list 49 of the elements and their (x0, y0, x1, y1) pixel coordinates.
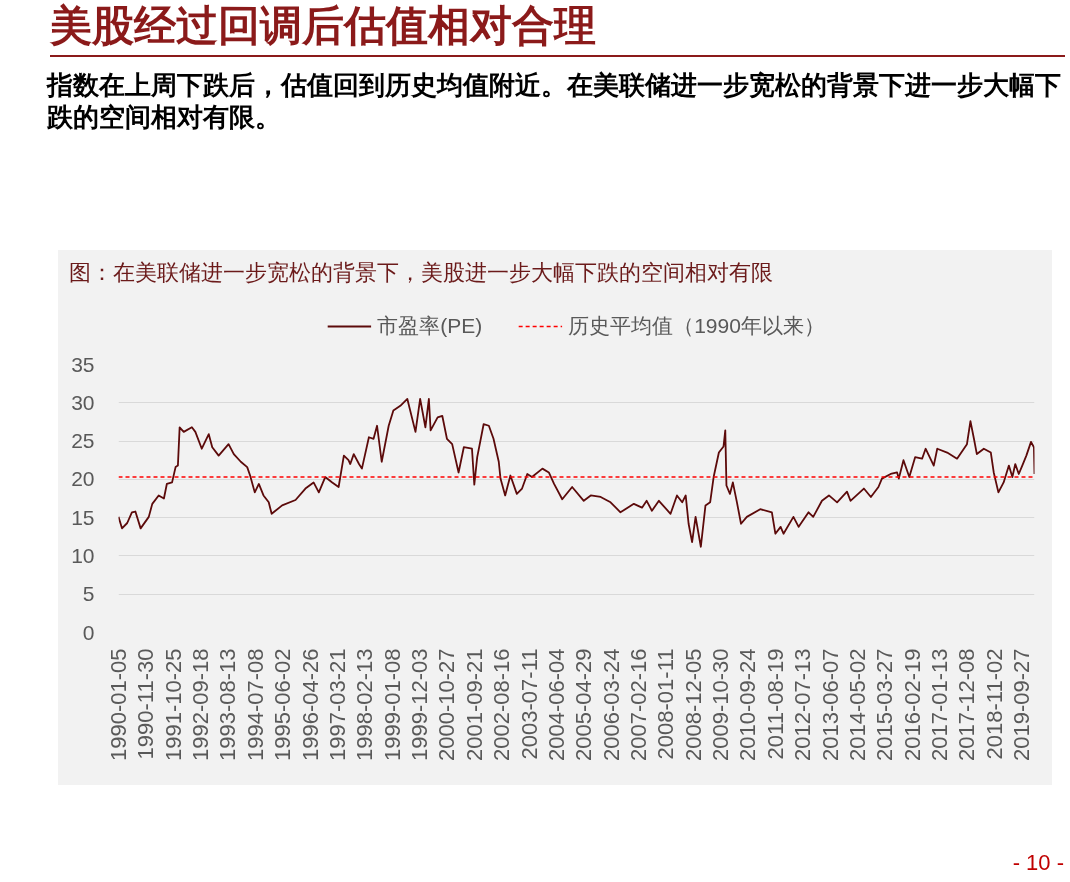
x-tick-label: 2011-08-19 (762, 648, 788, 760)
x-tick-label: 2018-11-02 (981, 648, 1007, 760)
x-tick-label: 1999-01-08 (379, 648, 405, 762)
x-tick-label: 1998-02-13 (352, 648, 378, 762)
x-tick-label: 2013-06-07 (817, 648, 843, 762)
x-tick-label: 2003-07-11 (516, 648, 542, 760)
y-tick-label: 20 (71, 467, 95, 491)
y-tick-label: 25 (71, 429, 95, 453)
x-tick-label: 2004-06-04 (543, 648, 569, 762)
text: - 10 - (1012, 849, 1064, 877)
x-tick-label: 1990-11-30 (133, 648, 159, 760)
y-tick-label: 15 (71, 505, 95, 529)
x-tick-label: 1995-06-02 (270, 648, 296, 762)
x-tick-label: 2001-09-21 (461, 648, 487, 762)
x-tick-label: 2015-03-27 (872, 648, 898, 762)
x-tick-label: 2012-07-13 (790, 648, 816, 762)
x-tick-label: 1999-12-03 (407, 648, 433, 762)
x-tick-label: 2017-12-08 (954, 648, 980, 762)
x-tick-label: 1996-04-26 (297, 648, 323, 762)
y-tick-label: 10 (71, 543, 95, 567)
x-tick-label: 2019-09-27 (1009, 648, 1035, 762)
x-tick-label: 2000-10-27 (434, 648, 460, 762)
x-tick-label: 2008-01-11 (653, 648, 679, 760)
chart-subtitle: 指数在上周下跌后，估值回到历史均值附近。在美联储进一步宽松的背景下进一步大幅下跌的空间相对有限。 (47, 69, 1062, 133)
y-tick-label: 0 (82, 620, 95, 644)
x-tick-label: 1994-07-08 (242, 648, 268, 762)
x-tick-label: 2005-04-29 (571, 648, 597, 762)
x-tick-label: 1991-10-25 (160, 648, 186, 762)
x-tick-label: 2014-05-02 (844, 648, 870, 762)
chart-title: 美股经过回调后估值相对合理 (50, 2, 596, 51)
legend-label: 历史平均值（1990年以来） (568, 313, 825, 339)
x-tick-label: 1992-09-18 (188, 648, 214, 762)
x-tick-label: 2002-08-16 (489, 648, 515, 762)
y-tick-label: 5 (82, 582, 95, 606)
x-tick-label: 2009-10-30 (708, 648, 734, 762)
x-tick-label: 1993-08-13 (215, 648, 241, 762)
x-tick-label: 1990-01-05 (106, 648, 131, 762)
x-tick-label: 2016-02-19 (899, 648, 925, 762)
x-tick-label: 2017-01-13 (927, 648, 953, 762)
y-tick-label: 30 (71, 390, 95, 414)
legend-label: 市盈率(PE) (377, 313, 483, 339)
y-tick-label: 35 (71, 352, 95, 376)
x-tick-label: 2010-09-24 (735, 648, 761, 762)
text: 图：在美联储进一步宽松的背景下，美股进一步大幅下跌的空间相对有限 (69, 259, 773, 287)
x-tick-label: 1997-03-21 (324, 648, 350, 762)
line-series (118, 398, 1035, 548)
x-tick-label: 2008-12-05 (680, 648, 706, 762)
x-tick-label: 2006-03-24 (598, 648, 624, 762)
x-tick-label: 2007-02-16 (626, 648, 652, 762)
